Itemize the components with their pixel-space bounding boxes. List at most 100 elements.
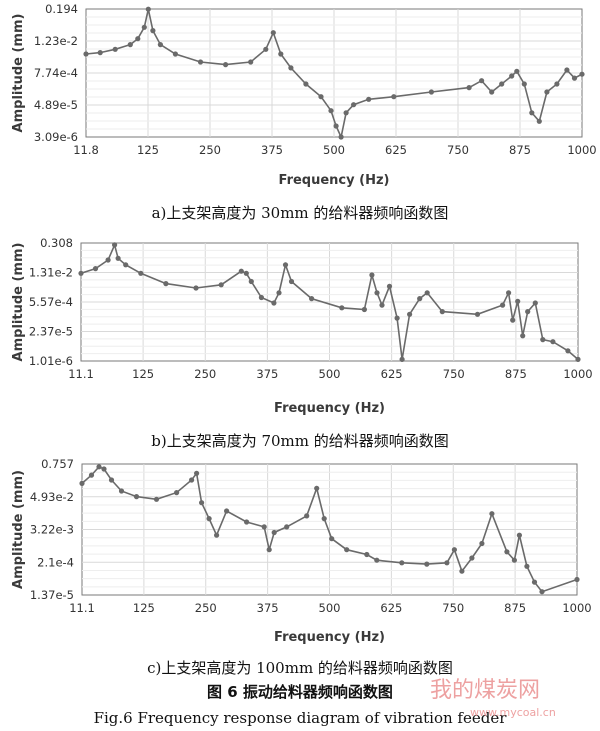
x-tick-label: 11.1 (68, 367, 94, 381)
series-line (81, 465, 578, 593)
data-point (303, 81, 309, 87)
x-tick-label: 11.1 (69, 601, 95, 615)
x-tick-label: 500 (319, 601, 341, 615)
data-point (157, 42, 163, 48)
y-tick-label: 5.57e-4 (29, 295, 73, 309)
data-point (83, 51, 89, 57)
x-tick-label: 625 (381, 367, 403, 381)
data-point (261, 524, 267, 530)
data-point (141, 24, 147, 30)
caption-c: c)上支架高度为 100mm 的给料器频响函数图 (147, 659, 453, 677)
data-point (271, 529, 277, 536)
data-point (510, 317, 516, 323)
data-point (500, 302, 506, 308)
data-point (338, 134, 344, 140)
x-tick-label: 875 (509, 143, 531, 157)
watermark-url: www.mycoal.cn (470, 706, 556, 719)
x-axis-title: Frequency (Hz) (279, 173, 390, 188)
data-point (314, 485, 320, 491)
data-point (174, 490, 180, 496)
data-point (399, 356, 405, 362)
x-axis-title: Frequency (Hz) (274, 401, 385, 416)
data-point (206, 516, 212, 522)
data-point (344, 547, 350, 553)
data-point (138, 270, 144, 276)
x-tick-label: 250 (195, 601, 217, 615)
data-point (571, 75, 578, 81)
x-tick-label: 1000 (567, 143, 596, 157)
data-point (539, 589, 545, 595)
x-tick-label: 625 (380, 601, 402, 615)
data-point (123, 262, 129, 268)
data-point (554, 81, 560, 87)
data-point (391, 94, 397, 100)
data-point (284, 524, 290, 530)
x-tick-label: 1000 (563, 367, 592, 381)
data-point (288, 65, 294, 71)
data-point (112, 46, 118, 52)
data-point (258, 294, 264, 301)
data-point (550, 339, 556, 345)
data-point (364, 551, 370, 558)
data-point (579, 71, 585, 77)
y-tick-label: 1.01e-6 (29, 354, 73, 368)
figure-caption-en: Fig.6 Frequency response diagram of vibr… (94, 709, 508, 727)
data-point (118, 488, 125, 494)
data-point (424, 561, 430, 567)
data-point (564, 67, 570, 73)
data-point (244, 519, 250, 525)
data-point (504, 549, 510, 555)
data-point (199, 500, 205, 506)
data-point (248, 278, 254, 285)
data-point (127, 42, 133, 48)
data-point (521, 81, 527, 87)
y-axis-title: Amplitude (mm) (11, 243, 26, 362)
watermark-text: 我的煤炭网 (430, 678, 540, 703)
data-point (197, 59, 204, 65)
data-point (224, 508, 230, 514)
x-tick-label: 750 (442, 601, 464, 615)
caption-b: b)上支架高度为 70mm 的给料器频响函数图 (151, 432, 449, 450)
data-point (266, 547, 272, 553)
y-axis-title: Amplitude (mm) (11, 14, 26, 133)
data-point (514, 68, 520, 74)
data-point (108, 477, 115, 483)
data-point (304, 513, 310, 519)
data-point (189, 477, 195, 483)
data-point (506, 290, 512, 296)
data-point (516, 532, 523, 538)
data-point (112, 242, 118, 248)
x-tick-label: 750 (447, 143, 469, 157)
data-point (369, 272, 375, 278)
x-tick-label: 250 (199, 143, 221, 157)
data-point (218, 282, 224, 288)
x-tick-label: 1000 (562, 601, 591, 615)
data-point (333, 123, 339, 129)
data-point (163, 281, 169, 287)
data-point (574, 576, 580, 583)
data-point (407, 311, 413, 317)
data-point (536, 118, 542, 124)
data-point (329, 536, 335, 542)
data-point (115, 255, 121, 261)
data-point (469, 555, 475, 561)
data-point (328, 108, 334, 114)
y-tick-label: 4.89e-5 (34, 98, 78, 112)
data-point (153, 496, 160, 502)
y-tick-label: 1.37e-5 (30, 588, 74, 602)
x-tick-label: 125 (132, 367, 154, 381)
x-tick-label: 375 (261, 143, 283, 157)
data-point (282, 262, 289, 268)
data-point (451, 547, 457, 553)
y-axis-title: Amplitude (mm) (11, 470, 26, 589)
data-point (565, 348, 571, 354)
y-tick-label: 0.308 (40, 236, 73, 250)
y-tick-label: 0.757 (41, 457, 74, 471)
x-tick-label: 125 (137, 143, 159, 157)
data-point (424, 290, 430, 296)
data-point (270, 30, 276, 36)
data-point (97, 50, 103, 56)
data-point (479, 540, 485, 547)
data-point (511, 557, 517, 563)
data-point (374, 557, 380, 563)
